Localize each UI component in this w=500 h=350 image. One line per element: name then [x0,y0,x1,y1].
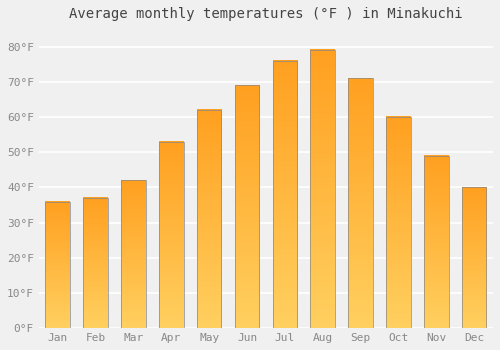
Title: Average monthly temperatures (°F ) in Minakuchi: Average monthly temperatures (°F ) in Mi… [69,7,462,21]
